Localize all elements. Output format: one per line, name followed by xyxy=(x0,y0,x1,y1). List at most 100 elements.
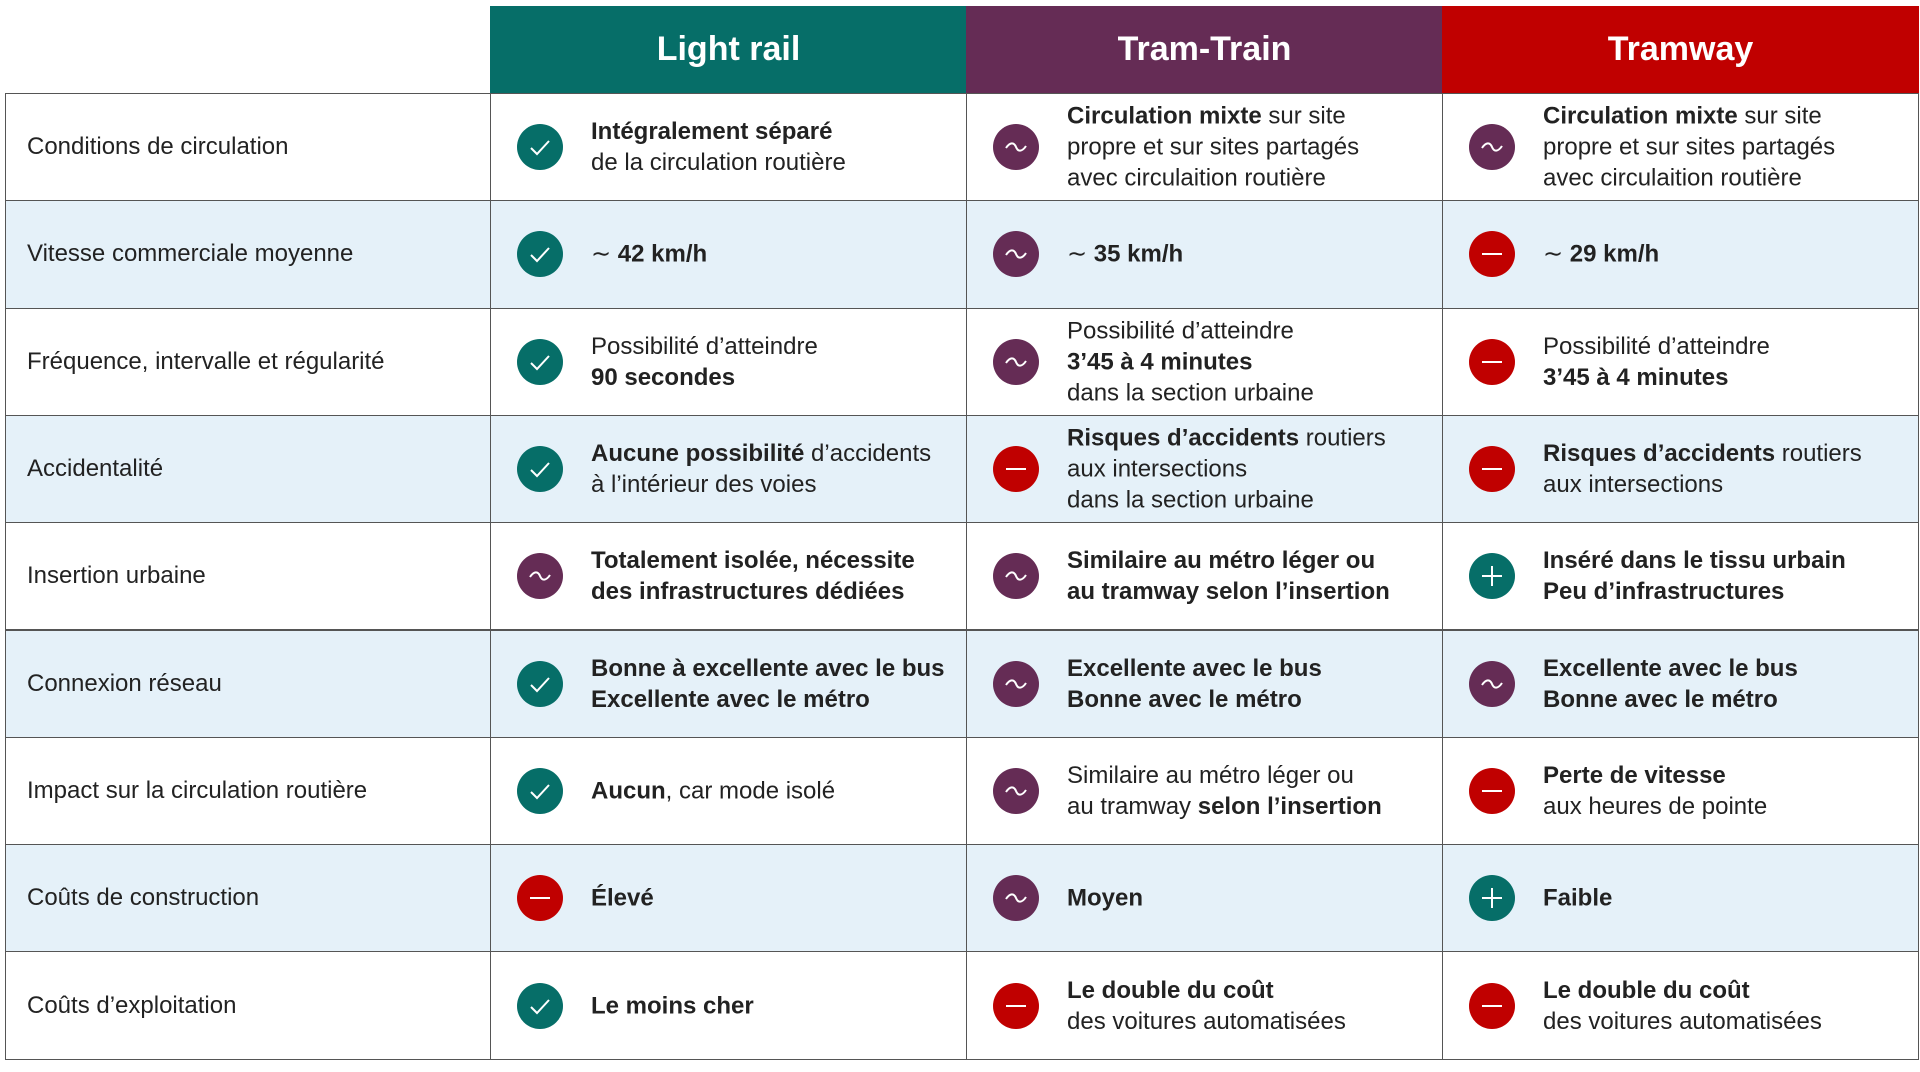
icon-minus xyxy=(1469,767,1515,814)
table-cell: Similaire au métro léger ou au tramway se… xyxy=(966,736,1443,846)
text: des voitures automatisées xyxy=(1067,1007,1346,1035)
text-line: Aucun, car mode isolé xyxy=(591,775,835,806)
icon-plus xyxy=(1469,553,1515,600)
text: Possibilité d’atteindre xyxy=(1543,332,1770,360)
table-cell: Circulation mixte sur site propre et sur … xyxy=(966,93,1443,202)
bold-text: Faible xyxy=(1543,884,1613,912)
bold-text: Totalement isolée, nécessite xyxy=(591,547,915,575)
row-label: Accidentalité xyxy=(5,414,491,524)
row-label: Vitesse commerciale moyenne xyxy=(5,200,491,309)
icon-tilde xyxy=(993,338,1039,385)
cell-text: Similaire au métro léger ou au tramway se… xyxy=(1067,760,1382,822)
icon-minus xyxy=(993,982,1039,1029)
text: ∼ xyxy=(1067,240,1094,268)
column-header: Light rail xyxy=(490,6,967,93)
cell-text: Bonne à excellente avec le bus Excellente… xyxy=(591,653,945,715)
column-header: Tram-Train xyxy=(966,6,1443,93)
bold-text: des infrastructures dédiées xyxy=(591,578,905,606)
text: ∼ xyxy=(1543,240,1570,268)
text: ∼ xyxy=(591,240,618,268)
cell-text: ∼ 29 km/h xyxy=(1543,239,1659,270)
cell-text: Excellente avec le bus Bonne avec le métr… xyxy=(1543,653,1798,715)
bold-text: 90 secondes xyxy=(591,363,736,391)
icon-tilde xyxy=(1469,124,1515,171)
cell-text: Aucune possibilité d’accidents à l’intéri… xyxy=(591,438,931,500)
text: des voitures automatisées xyxy=(1543,1007,1822,1035)
text-line: dans la section urbaine xyxy=(1067,485,1386,516)
bold-text: Le double du coût xyxy=(1543,976,1750,1004)
table-cell: Élevé xyxy=(490,844,967,953)
text: propre et sur sites partagés xyxy=(1543,133,1836,161)
text: , car mode isolé xyxy=(665,777,836,805)
bold-text: 3’45 à 4 minutes xyxy=(1067,348,1253,376)
cell-text: Perte de vitesse aux heures de pointe xyxy=(1543,760,1767,822)
text-line: Aucune possibilité d’accidents xyxy=(591,438,931,469)
text: aux intersections xyxy=(1067,455,1248,483)
icon-check xyxy=(517,231,563,278)
bold-text: Moyen xyxy=(1067,884,1144,912)
icon-tilde xyxy=(993,875,1039,922)
text: au tramway xyxy=(1067,792,1198,820)
text-line: avec circulaition routière xyxy=(1067,163,1359,194)
text-line: Perte de vitesse xyxy=(1543,760,1767,791)
text: aux heures de pointe xyxy=(1543,792,1768,820)
bold-text: au tramway selon l’insertion xyxy=(1067,578,1390,606)
icon-tilde xyxy=(1469,660,1515,707)
row-label: Insertion urbaine xyxy=(5,522,491,631)
table-cell: Excellente avec le bus Bonne avec le métr… xyxy=(966,629,1443,738)
text-line: avec circulaition routière xyxy=(1543,163,1835,194)
cell-text: Risques d’accidents routiers aux intersec… xyxy=(1067,423,1386,516)
table-cell: Totalement isolée, nécessite des infrastr… xyxy=(490,522,967,631)
cell-text: Intégralement séparé de la circulation ro… xyxy=(591,116,846,178)
icon-minus xyxy=(517,875,563,922)
icon-check xyxy=(517,338,563,385)
table-cell: Risques d’accidents routiers aux intersec… xyxy=(1442,414,1919,524)
icon-check xyxy=(517,124,563,171)
text-line: Élevé xyxy=(591,883,654,914)
text: aux intersections xyxy=(1543,471,1724,499)
cell-text: Similaire au métro léger ou au tramway se… xyxy=(1067,545,1390,607)
bold-text: Intégralement séparé xyxy=(591,118,833,146)
cell-text: Circulation mixte sur site propre et sur … xyxy=(1543,101,1835,194)
text: d’accidents xyxy=(804,440,932,468)
table-cell: Intégralement séparé de la circulation ro… xyxy=(490,93,967,202)
text: Possibilité d’atteindre xyxy=(1067,317,1294,345)
cell-text: Le double du coût des voitures automatisé… xyxy=(1067,975,1346,1037)
bold-text: 3’45 à 4 minutes xyxy=(1543,363,1729,391)
text-line: Similaire au métro léger ou xyxy=(1067,545,1390,576)
table-cell: ∼ 35 km/h xyxy=(966,200,1443,309)
table-cell: ∼ 29 km/h xyxy=(1442,200,1919,309)
table-cell: Aucun, car mode isolé xyxy=(490,736,967,846)
text-line: 90 secondes xyxy=(591,362,818,393)
icon-minus xyxy=(993,446,1039,493)
bold-text: Excellente avec le bus xyxy=(1543,654,1798,682)
text-line: des voitures automatisées xyxy=(1543,1006,1822,1037)
row-label: Coûts d’exploitation xyxy=(5,951,491,1060)
text-line: Le double du coût xyxy=(1543,975,1822,1006)
text-line: Peu d’infrastructures xyxy=(1543,576,1846,607)
text-line: Similaire au métro léger ou xyxy=(1067,760,1382,791)
text-line: Intégralement séparé xyxy=(591,116,846,147)
text-line: 3’45 à 4 minutes xyxy=(1543,362,1770,393)
table-cell: Aucune possibilité d’accidents à l’intéri… xyxy=(490,414,967,524)
row-label: Coûts de construction xyxy=(5,844,491,953)
text-line: Circulation mixte sur site xyxy=(1543,101,1835,132)
text: propre et sur sites partagés xyxy=(1067,133,1360,161)
bold-text: 42 km/h xyxy=(617,240,708,268)
bold-text: Inséré dans le tissu urbain xyxy=(1543,547,1846,575)
text: dans la section urbaine xyxy=(1067,379,1314,407)
table-cell: Le double du coût des voitures automatisé… xyxy=(1442,951,1919,1060)
icon-minus xyxy=(1469,338,1515,385)
text-line: aux intersections xyxy=(1543,469,1862,500)
text-line: Moyen xyxy=(1067,883,1143,914)
text: de la circulation routière xyxy=(591,149,846,177)
text-line: 3’45 à 4 minutes xyxy=(1067,346,1314,377)
icon-check xyxy=(517,767,563,814)
text-line: au tramway selon l’insertion xyxy=(1067,576,1390,607)
table-cell: Inséré dans le tissu urbain Peu d’infrast… xyxy=(1442,522,1919,631)
text-line: propre et sur sites partagés xyxy=(1067,132,1359,163)
bold-text: Excellente avec le métro xyxy=(591,685,870,713)
text-line: Bonne à excellente avec le bus xyxy=(591,653,945,684)
bold-text: 35 km/h xyxy=(1093,240,1184,268)
